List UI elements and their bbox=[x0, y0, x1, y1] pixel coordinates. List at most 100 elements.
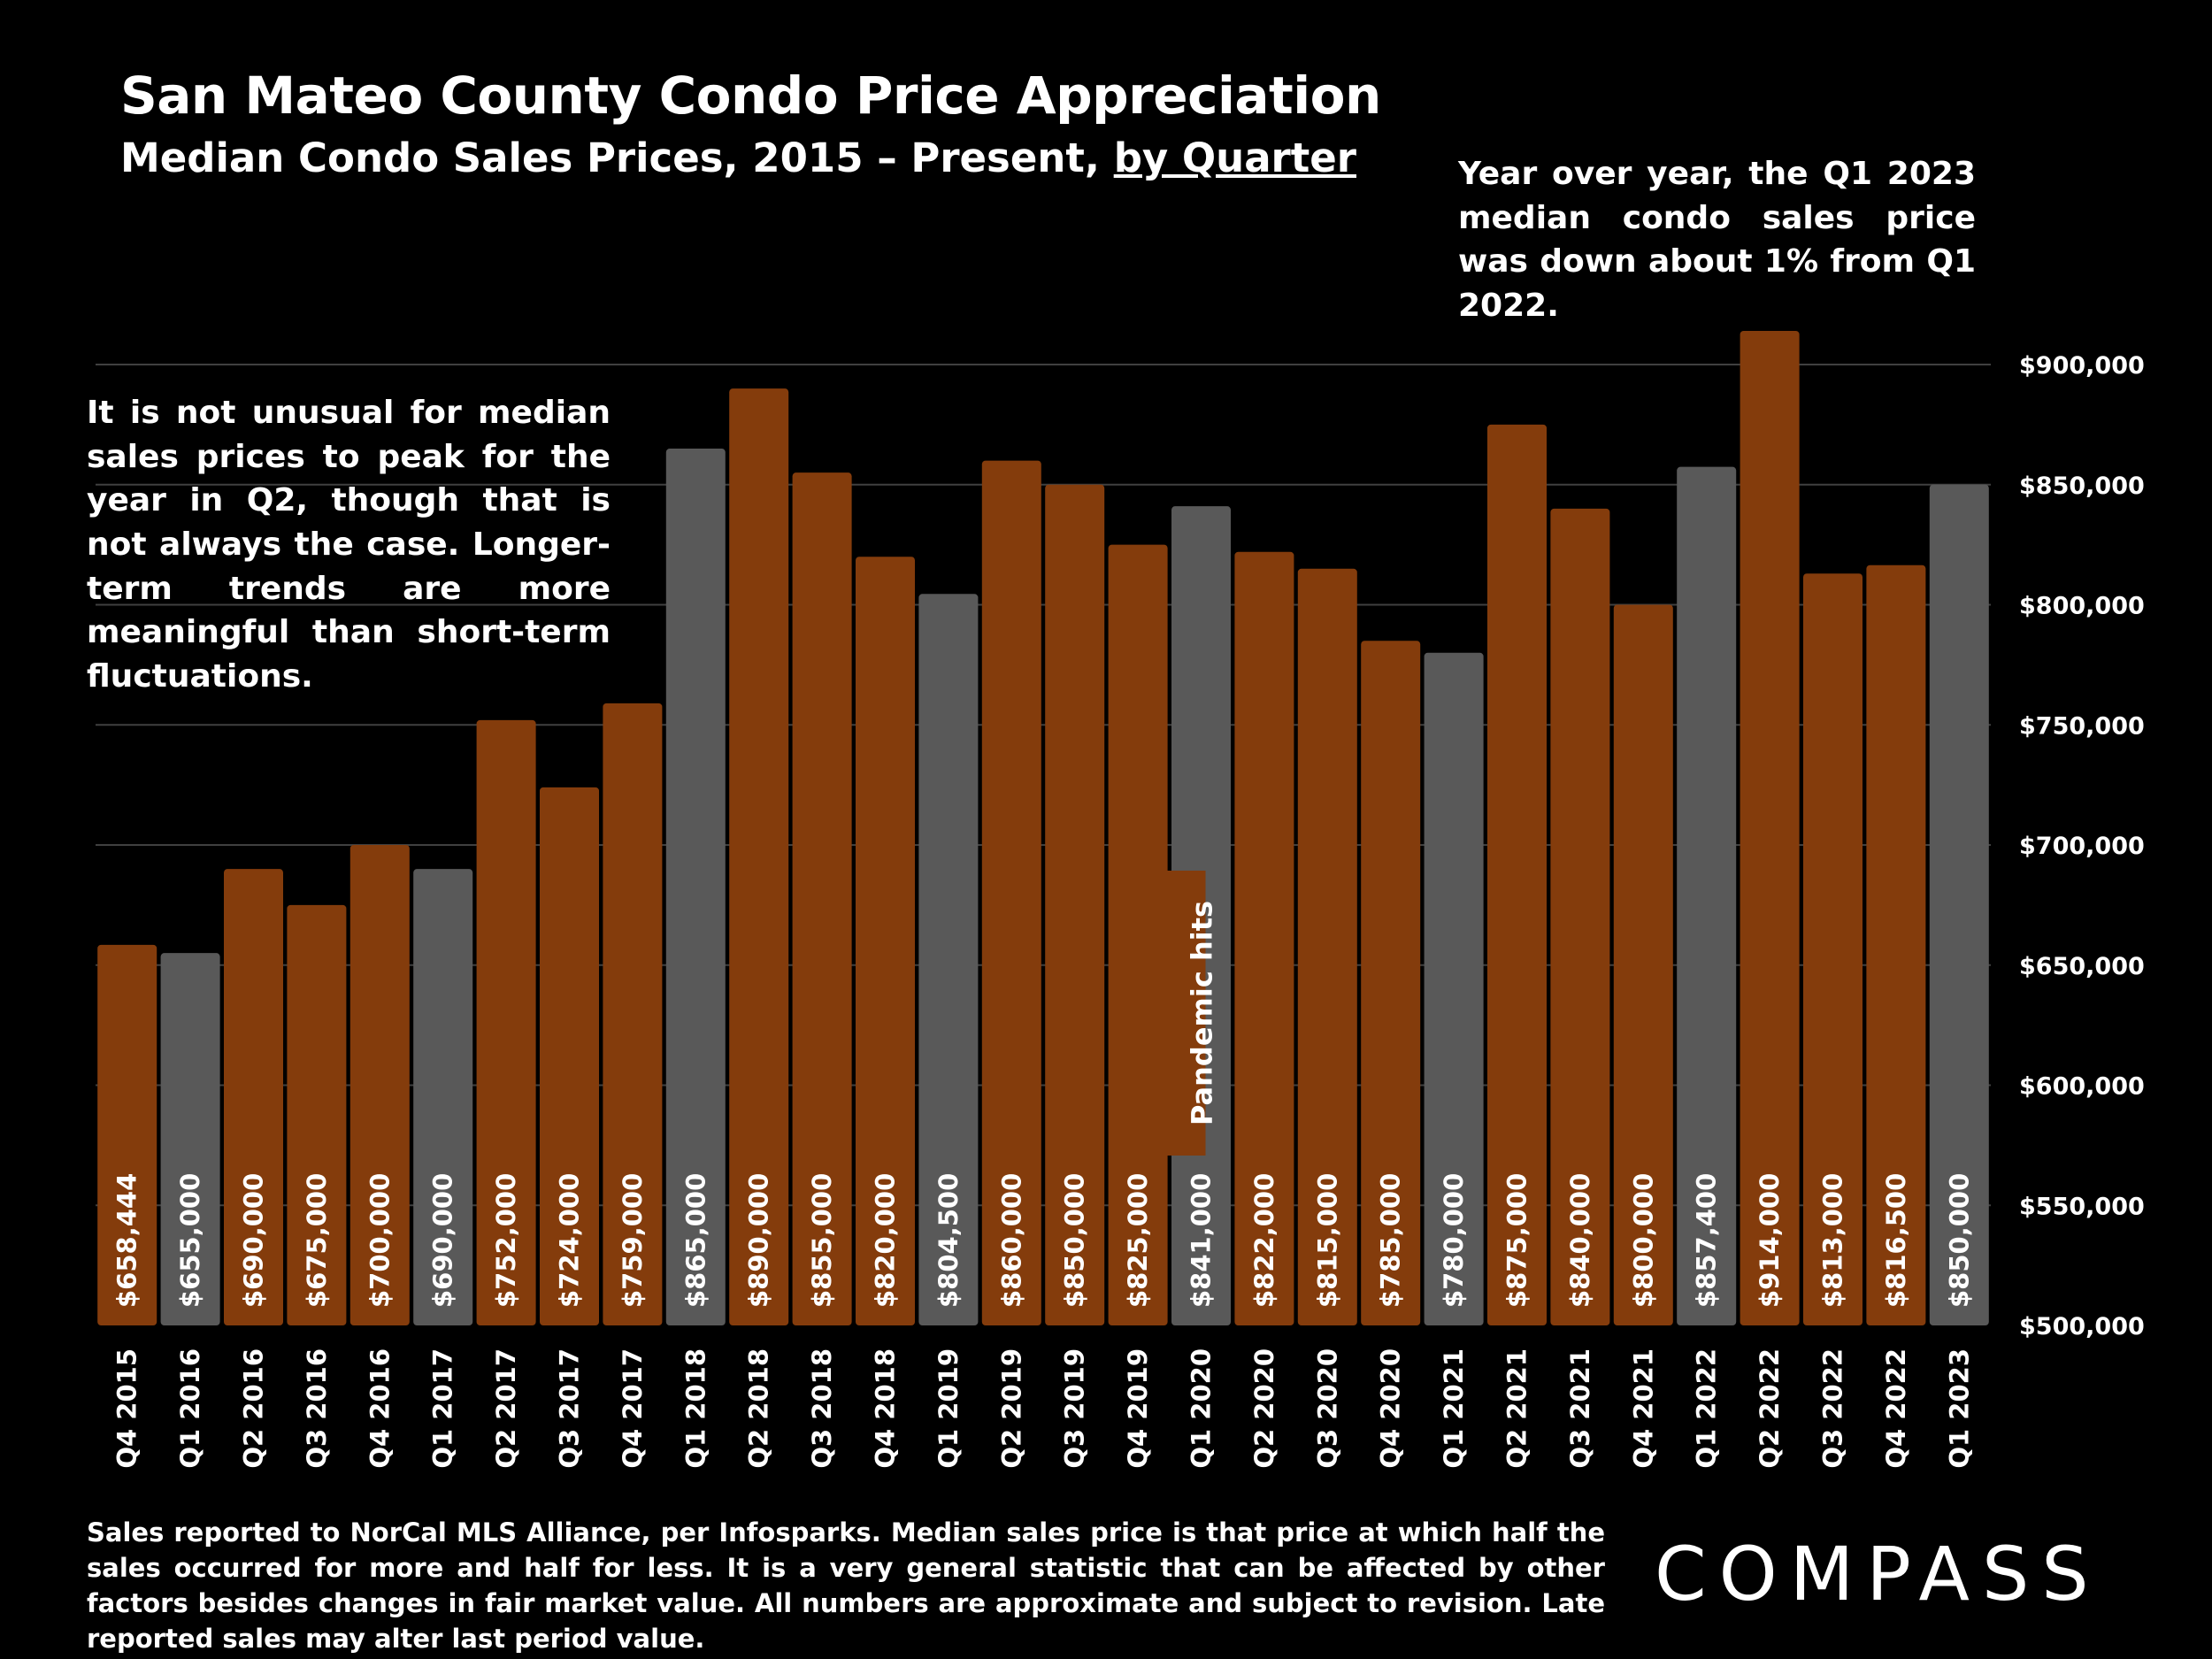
bar bbox=[918, 594, 979, 1325]
x-tick-label: Q2 2022 bbox=[1755, 1348, 1785, 1469]
x-tick-label: Q4 2022 bbox=[1881, 1348, 1911, 1469]
x-tick-label: Q4 2018 bbox=[871, 1348, 901, 1469]
x-tick-label: Q1 2023 bbox=[1944, 1348, 1974, 1469]
bar-value-label: $850,000 bbox=[1944, 1173, 1974, 1308]
bar-value-label: $855,000 bbox=[807, 1173, 837, 1308]
x-tick-label: Q2 2021 bbox=[1502, 1348, 1532, 1469]
bar-value-label: $700,000 bbox=[365, 1173, 395, 1308]
bar bbox=[476, 719, 536, 1325]
bar-value-label: $865,000 bbox=[680, 1173, 710, 1308]
bar-value-label: $815,000 bbox=[1312, 1173, 1342, 1308]
bar-value-label: $816,500 bbox=[1881, 1173, 1911, 1308]
x-tick-label: Q3 2017 bbox=[555, 1348, 585, 1469]
pandemic-label: Pandemic hits bbox=[1186, 901, 1219, 1125]
bar-value-label: $752,000 bbox=[491, 1173, 521, 1308]
x-tick-label: Q3 2019 bbox=[1060, 1348, 1090, 1469]
bar bbox=[413, 869, 473, 1325]
y-tick-label: $900,000 bbox=[2019, 352, 2145, 380]
y-tick-label: $550,000 bbox=[2019, 1193, 2145, 1220]
bar bbox=[160, 953, 220, 1325]
y-tick-label: $600,000 bbox=[2019, 1073, 2145, 1101]
bar-value-label: $840,000 bbox=[1565, 1173, 1595, 1308]
bar-value-label: $820,000 bbox=[871, 1173, 901, 1308]
bar-value-label: $785,000 bbox=[1376, 1173, 1406, 1308]
x-tick-label: Q1 2022 bbox=[1692, 1348, 1722, 1469]
bar-value-label: $841,000 bbox=[1187, 1173, 1217, 1308]
y-tick-label: $700,000 bbox=[2019, 833, 2145, 860]
subtitle-by-quarter: by Quarter bbox=[1113, 134, 1356, 181]
bar bbox=[792, 472, 852, 1325]
bar bbox=[1740, 330, 1800, 1325]
footnote: Sales reported to NorCal MLS Alliance, p… bbox=[87, 1517, 1605, 1655]
x-tick-label: Q1 2016 bbox=[175, 1348, 205, 1469]
bar bbox=[1297, 568, 1357, 1325]
bar-value-label: $780,000 bbox=[1439, 1173, 1469, 1308]
bar bbox=[1234, 551, 1294, 1325]
x-tick-label: Q4 2021 bbox=[1628, 1348, 1658, 1469]
y-tick-label: $850,000 bbox=[2019, 472, 2145, 500]
x-tick-label: Q4 2015 bbox=[112, 1348, 142, 1469]
bar bbox=[287, 904, 347, 1325]
bar-value-label: $655,000 bbox=[175, 1173, 205, 1308]
x-tick-label: Q2 2020 bbox=[1249, 1348, 1279, 1469]
bar-value-label: $825,000 bbox=[1123, 1173, 1153, 1308]
x-tick-label: Q3 2018 bbox=[807, 1348, 837, 1469]
bar bbox=[1677, 466, 1737, 1325]
chart-title: San Mateo County Condo Price Appreciatio… bbox=[120, 65, 1381, 126]
bar-value-label: $690,000 bbox=[428, 1173, 458, 1308]
y-tick-label: $650,000 bbox=[2019, 953, 2145, 980]
bar bbox=[603, 703, 663, 1325]
bar bbox=[1487, 424, 1547, 1325]
x-tick-label: Q4 2017 bbox=[618, 1348, 648, 1469]
x-tick-label: Q3 2022 bbox=[1818, 1348, 1848, 1469]
bar-value-label: $890,000 bbox=[744, 1173, 774, 1308]
x-tick-label: Q1 2020 bbox=[1187, 1348, 1217, 1469]
bar bbox=[1866, 565, 1926, 1325]
subtitle-prefix: Median Condo Sales Prices, 2015 – Presen… bbox=[120, 134, 1101, 181]
bar-value-label: $759,000 bbox=[618, 1173, 648, 1308]
x-tick-label: Q3 2020 bbox=[1312, 1348, 1342, 1469]
x-tick-label: Q1 2017 bbox=[428, 1348, 458, 1469]
bar bbox=[981, 460, 1041, 1325]
bar-value-label: $724,000 bbox=[555, 1173, 585, 1308]
bar-value-label: $857,400 bbox=[1692, 1173, 1722, 1308]
x-tick-label: Q4 2020 bbox=[1376, 1348, 1406, 1469]
bar-value-label: $804,500 bbox=[933, 1173, 964, 1308]
y-tick-label: $750,000 bbox=[2019, 712, 2145, 740]
peak-note: It is not unusual for median sales price… bbox=[87, 395, 611, 695]
bar bbox=[665, 449, 726, 1325]
x-tick-label: Q2 2017 bbox=[491, 1348, 521, 1469]
bar bbox=[1424, 652, 1484, 1325]
pandemic-callout-box bbox=[1166, 871, 1206, 1156]
yoy-note: Year over year, the Q1 2023 median condo… bbox=[1458, 156, 1976, 325]
bar-value-label: $658,444 bbox=[112, 1173, 142, 1308]
bar-value-label: $800,000 bbox=[1628, 1173, 1658, 1308]
bar-value-label: $860,000 bbox=[996, 1173, 1026, 1308]
y-tick-label: $500,000 bbox=[2019, 1313, 2145, 1340]
x-tick-label: Q1 2018 bbox=[680, 1348, 710, 1469]
y-tick-label: $800,000 bbox=[2019, 593, 2145, 620]
x-tick-label: Q1 2019 bbox=[933, 1348, 964, 1469]
bar bbox=[224, 869, 283, 1325]
x-tick-label: Q4 2019 bbox=[1123, 1348, 1153, 1469]
bar bbox=[1361, 641, 1421, 1325]
bar-value-label: $914,000 bbox=[1755, 1173, 1785, 1308]
bar bbox=[1550, 508, 1610, 1325]
chart-subtitle: Median Condo Sales Prices, 2015 – Presen… bbox=[120, 134, 1356, 181]
bar bbox=[349, 845, 410, 1325]
x-tick-label: Q4 2016 bbox=[365, 1348, 395, 1469]
x-tick-label: Q3 2021 bbox=[1565, 1348, 1595, 1469]
x-tick-label: Q3 2016 bbox=[302, 1348, 332, 1469]
x-tick-label: Q1 2021 bbox=[1439, 1348, 1469, 1469]
bar bbox=[856, 557, 915, 1325]
bar bbox=[729, 388, 789, 1325]
bar-value-label: $690,000 bbox=[239, 1173, 269, 1308]
bar bbox=[540, 787, 599, 1325]
bar-value-label: $813,000 bbox=[1818, 1173, 1848, 1308]
x-tick-label: Q2 2018 bbox=[744, 1348, 774, 1469]
compass-logo: COMPASS bbox=[1655, 1531, 2101, 1617]
bar bbox=[1929, 484, 1989, 1325]
bar bbox=[1613, 604, 1673, 1325]
x-tick-label: Q2 2019 bbox=[996, 1348, 1026, 1469]
bar-value-label: $675,000 bbox=[302, 1173, 332, 1308]
